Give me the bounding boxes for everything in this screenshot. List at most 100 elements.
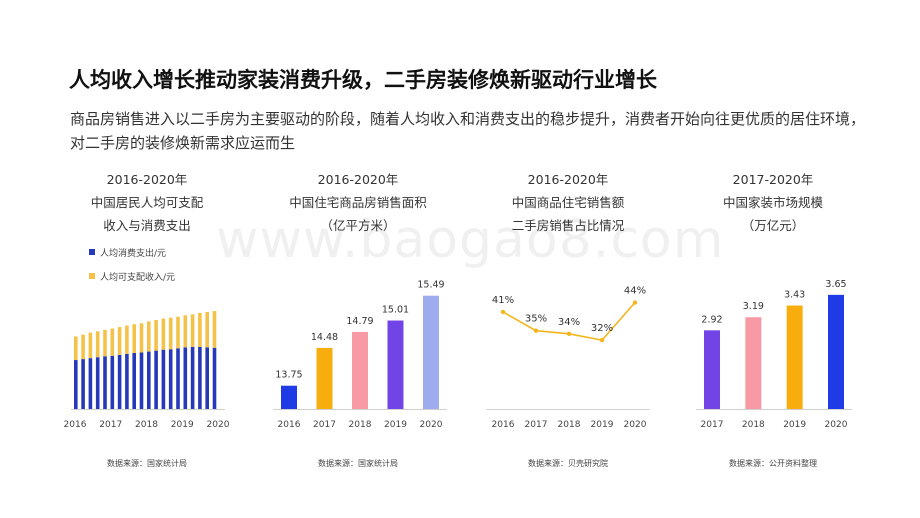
chart-title-line: 中国居民人均可支配 <box>90 195 204 210</box>
panel-secondhand-share: 41% 2016 35% 2017 34% 2018 32% 2019 44% 2020 2016… <box>478 168 658 488</box>
bar-income <box>88 332 93 359</box>
legend-swatch <box>89 249 95 255</box>
panel-decoration-market: 2.92 2017 3.19 2018 3.43 2019 3.65 2020 2017-20… <box>683 168 863 488</box>
bar-spending <box>154 350 158 409</box>
x-tick-label: 2016 <box>64 420 87 430</box>
data-label: 14.79 <box>346 316 373 327</box>
bar-spending <box>95 357 100 409</box>
x-tick-label: 2018 <box>135 420 158 430</box>
data-point <box>533 328 539 333</box>
bar-spending <box>132 352 136 409</box>
chart-sales-area: 13.75 2016 14.48 2017 14.79 2018 15.01 2019 15.4… <box>273 280 447 430</box>
data-point <box>566 331 572 337</box>
bar-income <box>103 329 107 357</box>
bar-income <box>125 325 129 354</box>
data-source: 数据来源：贝壳研究院 <box>528 459 608 468</box>
bar <box>786 305 803 409</box>
data-point <box>599 337 605 343</box>
bar-spending <box>74 360 78 409</box>
x-tick-label: 2018 <box>349 420 372 430</box>
bar-spending <box>161 349 166 409</box>
chart-title: 2016-2020年 中国商品住宅销售额 二手房销售占比情况 <box>478 168 658 237</box>
slide-title: 人均收入增长推动家装消费升级，二手房装修焕新驱动行业增长 <box>69 68 657 92</box>
data-label: 2.92 <box>701 314 722 325</box>
legend-item-spending: 人均消费支出/元 <box>89 246 175 259</box>
bar-income <box>198 312 202 347</box>
chart-title-line: 2016-2020年 <box>106 172 188 187</box>
x-tick-label: 2016 <box>492 420 515 430</box>
slide-subtitle: 商品房销售进入以二手房为主要驱动的阶段，随着人均收入和消费支出的稳步提升，消费者… <box>70 110 866 152</box>
bar-income <box>95 331 100 358</box>
chart-title-line: （万亿元） <box>741 218 805 233</box>
data-label: 32% <box>591 323 613 334</box>
bar-income <box>132 324 136 353</box>
bar-spending <box>212 347 217 409</box>
chart-title-line: 中国住宅商品房销售面积 <box>289 195 427 210</box>
bar <box>281 385 297 409</box>
bar-income <box>176 316 180 349</box>
chart-title-line: 2016-2020年 <box>527 172 609 187</box>
x-tick-label: 2017 <box>99 420 122 430</box>
bar-income <box>168 317 173 350</box>
bar-spending <box>183 347 188 409</box>
bar-income <box>190 314 195 347</box>
x-tick-label: 2020 <box>825 420 848 430</box>
data-label: 15.01 <box>382 305 409 316</box>
bar <box>745 317 762 409</box>
x-tick-label: 2019 <box>384 420 407 430</box>
data-label: 3.43 <box>784 290 805 301</box>
legend-swatch <box>89 273 95 279</box>
legend-label: 人均消费支出/元 <box>100 248 167 259</box>
bar-spending <box>190 346 195 409</box>
bar-income <box>183 315 188 348</box>
x-tick-label: 2020 <box>207 420 230 430</box>
bar-income <box>139 323 144 353</box>
data-label: 15.49 <box>417 280 444 291</box>
bar-income <box>74 336 78 361</box>
bar-spending <box>81 359 85 409</box>
watermark: www.baogao8.com <box>216 210 725 270</box>
data-label: 34% <box>558 317 580 328</box>
bar-spending <box>198 346 202 409</box>
bar <box>704 330 720 409</box>
bar-spending <box>117 354 122 409</box>
data-label: 35% <box>525 314 547 325</box>
x-tick-label: 2017 <box>525 420 548 430</box>
bar-spending <box>88 358 93 409</box>
data-label: 13.75 <box>275 370 302 381</box>
chart-title-line: 中国商品住宅销售额 <box>511 195 625 210</box>
x-tick-label: 2019 <box>171 420 194 430</box>
chart-title: 2017-2020年 中国家装市场规模 （万亿元） <box>683 168 863 237</box>
data-label: 3.65 <box>825 279 846 290</box>
data-source: 数据来源：国家统计局 <box>318 459 398 468</box>
x-tick-label: 2020 <box>420 420 443 430</box>
chart-title-line: 2016-2020年 <box>317 172 399 187</box>
x-tick-label: 2017 <box>313 420 336 430</box>
data-source: 数据来源：国家统计局 <box>107 459 187 468</box>
data-label: 44% <box>624 286 646 297</box>
bar <box>423 295 439 409</box>
data-point <box>632 300 638 305</box>
legend-item-income: 人均可支配收入/元 <box>89 270 175 283</box>
bar-spending <box>205 347 209 409</box>
data-source: 数据来源：公开资料整理 <box>729 459 817 468</box>
bar-income <box>212 311 217 348</box>
x-tick-label: 2017 <box>701 420 724 430</box>
bar-income <box>81 334 85 360</box>
x-tick-label: 2019 <box>783 420 806 430</box>
x-tick-label: 2018 <box>558 420 581 430</box>
bar-income <box>110 328 115 356</box>
chart-title-line: 中国家装市场规模 <box>722 195 823 210</box>
chart-title-line: 收入与消费支出 <box>103 218 191 233</box>
bar <box>387 320 404 409</box>
bar-income <box>154 320 158 351</box>
bar-income <box>147 321 151 352</box>
bar-spending <box>125 353 129 409</box>
bar-spending <box>110 355 115 409</box>
x-tick-label: 2019 <box>591 420 614 430</box>
bar-spending <box>139 352 144 409</box>
chart-title-line: （亿平方米） <box>320 218 396 233</box>
legend: 人均消费支出/元 人均可支配收入/元 <box>89 246 175 294</box>
chart-secondhand-share: 41% 2016 35% 2017 34% 2018 32% 2019 44% 2020 <box>486 286 650 430</box>
chart-decoration-market: 2.92 2017 3.19 2018 3.43 2019 3.65 2020 <box>696 279 852 430</box>
